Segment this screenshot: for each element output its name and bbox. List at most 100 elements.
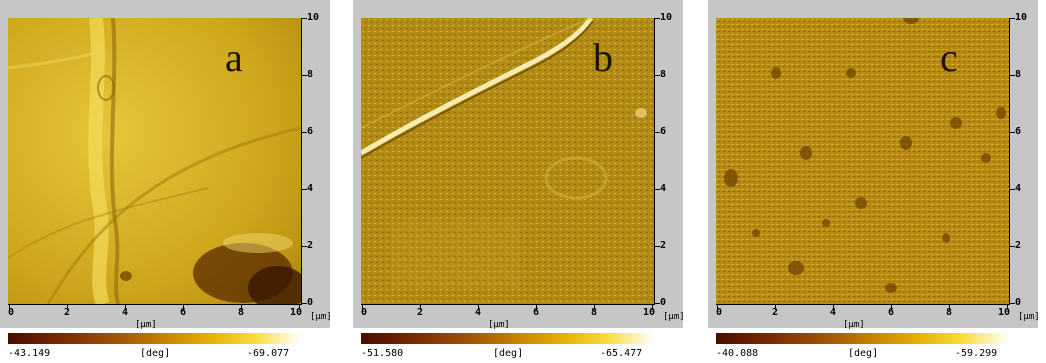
y-axis-line — [1009, 18, 1010, 305]
y-tick-label: 0 — [307, 297, 314, 308]
y-tick-label: 4 — [660, 183, 667, 194]
x-tick — [183, 305, 184, 310]
x-axis-unit: [μm] — [135, 320, 157, 330]
y-tick-label: 6 — [307, 126, 314, 137]
x-tick — [420, 305, 421, 310]
y-tick — [1010, 75, 1015, 76]
x-tick-label: 8 — [945, 307, 953, 318]
x-tick-label: 8 — [237, 307, 245, 318]
y-axis-line — [654, 18, 655, 305]
x-tick-label: 6 — [887, 307, 895, 318]
x-tick-label: 2 — [771, 307, 779, 318]
colorbar-unit: [deg] — [140, 348, 171, 359]
x-tick — [125, 305, 126, 310]
y-tick-label: 8 — [660, 69, 667, 80]
y-tick — [302, 189, 307, 190]
y-tick-label: 10 — [660, 12, 673, 23]
x-tick — [241, 305, 242, 310]
y-tick-label: 8 — [1015, 69, 1022, 80]
colorbar-unit: [deg] — [493, 348, 524, 359]
x-tick-label: 10 — [289, 307, 303, 318]
y-tick — [1010, 132, 1015, 133]
x-axis-line — [716, 304, 1010, 305]
colorbar-max-label: -65.477 — [600, 348, 643, 359]
y-tick-label: 4 — [307, 183, 314, 194]
x-tick-label: 0 — [7, 307, 15, 318]
x-tick — [1007, 305, 1008, 310]
x-tick — [891, 305, 892, 310]
x-tick — [9, 305, 10, 310]
y-tick — [1010, 303, 1015, 304]
colorbar-max-label: -69.077 — [247, 348, 290, 359]
x-tick — [536, 305, 537, 310]
y-tick — [302, 75, 307, 76]
y-tick — [302, 303, 307, 304]
x-axis-unit: [μm] — [843, 320, 865, 330]
x-tick-label: 2 — [416, 307, 424, 318]
x-tick — [362, 305, 363, 310]
y-tick — [1010, 18, 1015, 19]
colorbar-min-label: -43.149 — [8, 348, 51, 359]
y-tick-label: 2 — [660, 240, 667, 251]
y-tick-label: 6 — [1015, 126, 1022, 137]
y-tick-label: 0 — [660, 297, 667, 308]
x-tick — [478, 305, 479, 310]
x-axis-line — [361, 304, 655, 305]
y-tick — [655, 189, 660, 190]
afm-phase-image-a — [8, 18, 301, 304]
y-tick-label: 8 — [307, 69, 314, 80]
x-tick-label: 6 — [179, 307, 187, 318]
x-tick — [717, 305, 718, 310]
x-tick-label: 0 — [715, 307, 723, 318]
afm-phase-image-c — [716, 18, 1009, 304]
colorbar-unit: [deg] — [848, 348, 879, 359]
x-tick-label: 2 — [63, 307, 71, 318]
y-tick — [1010, 246, 1015, 247]
x-tick — [299, 305, 300, 310]
y-axis-unit: [μm] — [1018, 312, 1040, 322]
y-axis-unit: [μm] — [310, 312, 332, 322]
y-tick — [1010, 189, 1015, 190]
y-tick-label: 4 — [1015, 183, 1022, 194]
y-axis-line — [301, 18, 302, 305]
colorbar-min-label: -40.088 — [716, 348, 759, 359]
colorbar-min-label: -51.580 — [361, 348, 404, 359]
x-tick — [594, 305, 595, 310]
x-tick-label: 4 — [829, 307, 837, 318]
y-tick — [655, 303, 660, 304]
y-tick — [302, 246, 307, 247]
x-tick — [775, 305, 776, 310]
x-axis-unit: [μm] — [488, 320, 510, 330]
x-tick — [833, 305, 834, 310]
y-tick-label: 2 — [1015, 240, 1022, 251]
colorbar — [8, 333, 301, 344]
x-tick — [652, 305, 653, 310]
colorbar — [716, 333, 1009, 344]
y-tick-label: 10 — [1015, 12, 1028, 23]
x-tick-label: 4 — [474, 307, 482, 318]
x-tick — [67, 305, 68, 310]
afm-phase-image-b — [361, 18, 654, 304]
y-tick — [655, 18, 660, 19]
panel-letter: b — [593, 35, 613, 80]
y-tick — [655, 75, 660, 76]
colorbar-max-label: -59.299 — [955, 348, 998, 359]
afm-panel-b: b 10 8 6 4 2 0 0 2 4 6 8 10 [μm] [μm] -5… — [353, 0, 703, 363]
afm-panel-c: c 10 8 6 4 2 0 0 2 4 6 8 10 [μm] [μm] -4… — [708, 0, 1046, 363]
x-tick — [949, 305, 950, 310]
y-tick-label: 10 — [307, 12, 320, 23]
panel-letter: a — [225, 35, 243, 80]
x-tick-label: 0 — [360, 307, 368, 318]
x-tick-label: 4 — [121, 307, 129, 318]
y-tick-label: 0 — [1015, 297, 1022, 308]
y-tick — [655, 246, 660, 247]
x-tick-label: 8 — [590, 307, 598, 318]
y-tick — [655, 132, 660, 133]
y-tick-label: 6 — [660, 126, 667, 137]
x-tick-label: 10 — [997, 307, 1011, 318]
panel-letter: c — [940, 35, 958, 80]
afm-panel-a: a 10 8 6 4 2 0 0 2 4 6 8 10 [μm] [μm] -4… — [0, 0, 350, 363]
y-tick-label: 2 — [307, 240, 314, 251]
y-tick — [302, 18, 307, 19]
y-axis-unit: [μm] — [663, 312, 685, 322]
